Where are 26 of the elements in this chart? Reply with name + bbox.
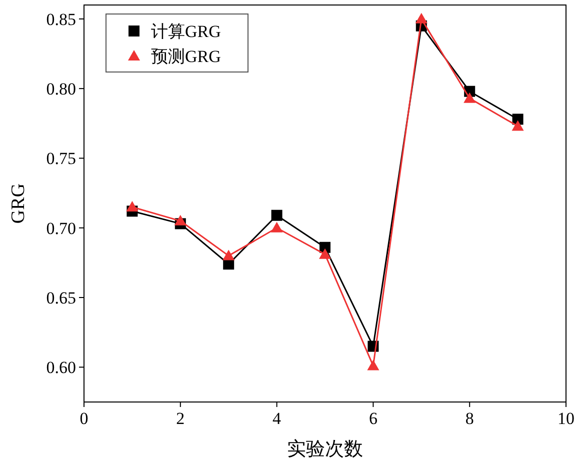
x-axis-title: 实验次数 [287, 438, 363, 460]
point [126, 200, 138, 212]
legend-label: 预测GRG [151, 47, 221, 66]
y-tick-label: 0.60 [46, 358, 76, 378]
point [512, 120, 524, 131]
y-tick-label: 0.75 [46, 149, 76, 168]
point [271, 210, 282, 221]
x-tick-label: 10 [558, 409, 574, 428]
point [319, 248, 331, 259]
point [270, 222, 283, 232]
y-tick-label: 0.65 [46, 288, 76, 308]
y-tick-label: 0.70 [46, 218, 76, 238]
x-tick-label: 0 [80, 409, 88, 428]
x-tick-label: 4 [272, 409, 282, 428]
point [174, 214, 186, 226]
x-tick-label: 8 [465, 409, 474, 428]
y-axis-title: GRG [8, 183, 29, 224]
y-tick-label: 0.85 [46, 10, 76, 29]
point [222, 250, 235, 260]
x-tick-label: 2 [176, 409, 185, 428]
y-tick-label: 0.80 [46, 80, 76, 99]
point [367, 360, 380, 370]
point [415, 12, 428, 24]
legend-label: 计算GRG [151, 22, 221, 41]
point [464, 92, 476, 103]
x-tick-label: 6 [368, 409, 378, 428]
